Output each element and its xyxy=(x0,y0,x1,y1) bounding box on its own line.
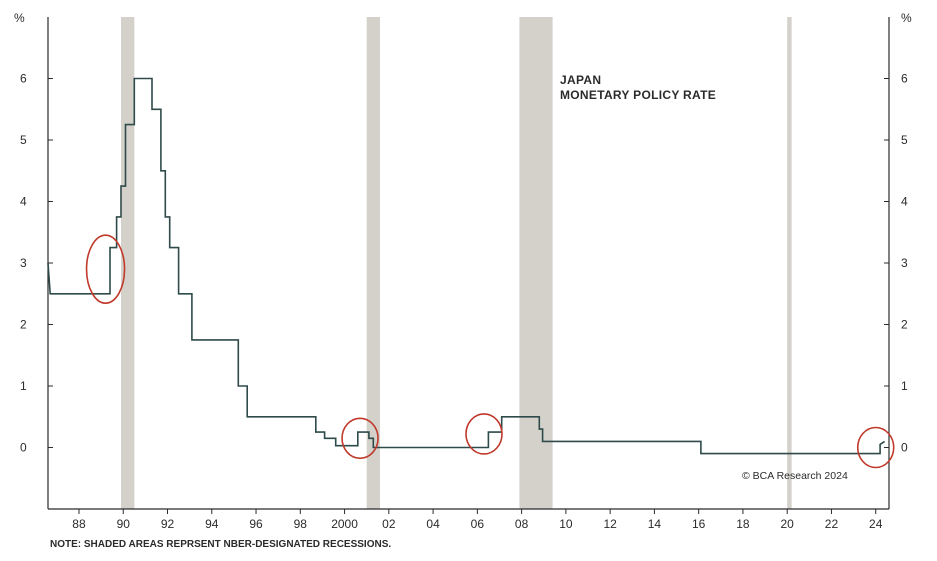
y-unit-right-label: % xyxy=(901,11,912,25)
x-tick-label-10: 10 xyxy=(559,517,573,531)
chart-title-line-2: MONETARY POLICY RATE xyxy=(560,88,716,102)
y-tick-label-right-2: 2 xyxy=(901,318,908,332)
y-tick-label-left-3: 3 xyxy=(20,256,27,270)
highlight-circle-2 xyxy=(465,413,503,455)
policy-rate-line xyxy=(47,77,886,455)
y-tick-label-right-1: 1 xyxy=(901,379,908,393)
x-tick-label-04: 04 xyxy=(426,517,440,531)
y-tick-label-right-0: 0 xyxy=(901,441,908,455)
x-tick-label-90: 90 xyxy=(117,517,131,531)
x-tick-label-24: 24 xyxy=(869,517,883,531)
recession-note: NOTE: SHADED AREAS REPRSENT NBER-DESIGNA… xyxy=(50,539,391,550)
x-tick-label-2000: 2000 xyxy=(331,517,358,531)
x-tick-label-22: 22 xyxy=(825,517,839,531)
y-tick-label-left-4: 4 xyxy=(20,195,27,209)
y-tick-label-right-4: 4 xyxy=(901,195,908,209)
y-tick-label-left-1: 1 xyxy=(20,379,27,393)
y-tick-label-right-5: 5 xyxy=(901,133,908,147)
y-unit-left-label: % xyxy=(14,11,25,25)
x-tick-label-06: 06 xyxy=(471,517,485,531)
x-tick-label-96: 96 xyxy=(249,517,263,531)
x-tick-label-18: 18 xyxy=(736,517,750,531)
x-tick-label-12: 12 xyxy=(603,517,617,531)
y-tick-label-right-3: 3 xyxy=(901,256,908,270)
y-axis-ticks: 0 0 1 1 2 2 3 3 4 4 5 5 6 6 xyxy=(20,72,908,455)
x-tick-label-92: 92 xyxy=(161,517,175,531)
y-tick-label-left-6: 6 xyxy=(20,72,27,86)
highlight-circle-1 xyxy=(341,417,379,460)
recession-band-2 xyxy=(519,17,553,509)
recession-shading-layer xyxy=(121,17,792,509)
y-tick-label-left-5: 5 xyxy=(20,133,27,147)
x-tick-label-16: 16 xyxy=(692,517,706,531)
y-tick-label-right-6: 6 xyxy=(901,72,908,86)
x-tick-label-94: 94 xyxy=(205,517,219,531)
highlight-circle-0 xyxy=(85,234,126,304)
highlight-circles-layer xyxy=(85,234,895,469)
x-tick-label-20: 20 xyxy=(781,517,795,531)
copyright-annotation: © BCA Research 2024 xyxy=(742,470,848,482)
recession-band-0 xyxy=(121,17,135,509)
y-tick-label-left-0: 0 xyxy=(20,441,27,455)
highlight-circle-3 xyxy=(856,426,895,469)
recession-band-1 xyxy=(366,17,380,509)
x-tick-label-08: 08 xyxy=(515,517,529,531)
chart-title-line-1: JAPAN xyxy=(560,73,601,87)
recession-band-3 xyxy=(787,17,792,509)
y-tick-label-left-2: 2 xyxy=(20,318,27,332)
x-tick-label-02: 02 xyxy=(382,517,396,531)
x-axis-ticks: 88 90 92 94 96 98 2000 02 04 06 08 10 12 14 16 18 20 22 24 xyxy=(72,509,883,531)
x-tick-label-88: 88 xyxy=(72,517,86,531)
x-tick-label-14: 14 xyxy=(648,517,662,531)
x-tick-label-98: 98 xyxy=(294,517,308,531)
